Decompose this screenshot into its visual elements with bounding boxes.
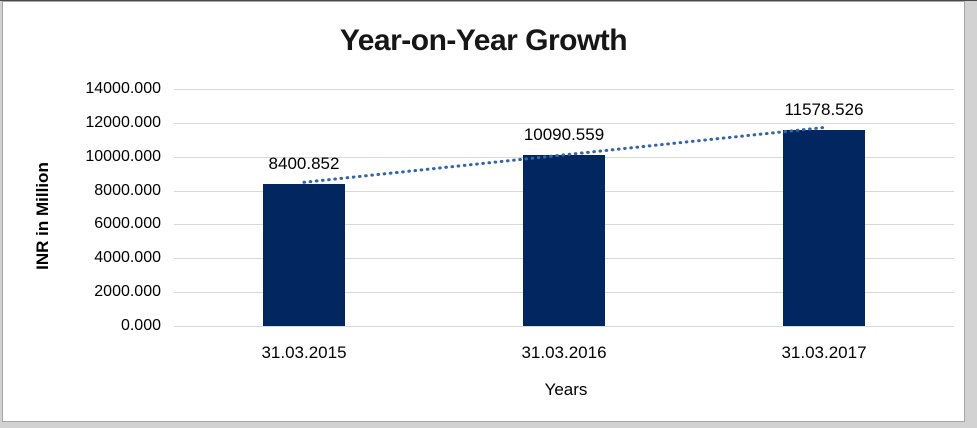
y-tick-label: 0.000 [120,317,161,334]
gridline [174,326,954,327]
x-tick-label: 31.03.2015 [261,343,347,362]
bar [783,129,865,326]
y-tick-label: 4000.000 [94,249,161,267]
chart-title: Year-on-Year Growth [339,24,628,57]
y-axis-title: INR in Million [33,162,52,270]
y-tick-label: 6000.000 [94,215,161,233]
bar [263,183,345,326]
x-axis-title: Years [544,380,588,399]
top-edge-line [0,0,977,1]
y-tick-label: 12000.000 [85,113,161,131]
chart-frame: Year-on-Year Growth INR in Million Years… [2,1,965,422]
y-tick-label: 10000.000 [85,147,161,165]
bar-data-label: 10090.559 [523,125,605,145]
x-tick-label: 31.03.2017 [781,343,867,362]
x-tick-label: 31.03.2016 [521,343,607,362]
y-tick-label: 14000.000 [85,80,161,97]
gridline [174,89,954,90]
y-tick-label: 2000.000 [94,283,161,301]
y-tick-label: 8000.000 [94,181,161,199]
bar-data-label: 11578.526 [784,99,864,119]
bar-data-label: 8400.852 [268,153,340,173]
gridline [174,122,954,124]
bar [523,155,605,326]
